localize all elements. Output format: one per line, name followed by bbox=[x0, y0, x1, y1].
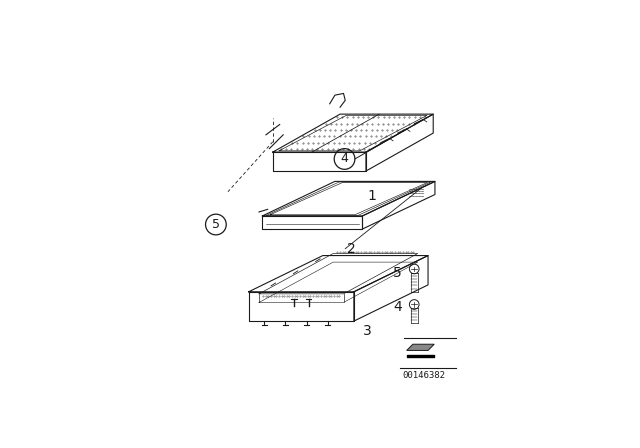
Text: 00146382: 00146382 bbox=[403, 371, 445, 380]
Text: 4: 4 bbox=[394, 300, 402, 314]
Text: 1: 1 bbox=[367, 189, 376, 203]
Polygon shape bbox=[406, 344, 435, 350]
Text: 4: 4 bbox=[340, 152, 349, 165]
Text: 5: 5 bbox=[212, 218, 220, 231]
Text: 5: 5 bbox=[394, 266, 402, 280]
Text: 3: 3 bbox=[362, 324, 371, 338]
Text: 2: 2 bbox=[347, 241, 356, 256]
